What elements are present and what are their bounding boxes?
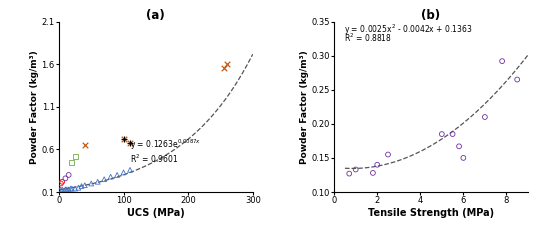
Point — [448, 132, 457, 136]
Y-axis label: Powder Factor (kg/m³): Powder Factor (kg/m³) — [30, 50, 39, 164]
Point — [455, 144, 463, 148]
Point — [77, 184, 86, 188]
Point — [64, 173, 73, 177]
Point — [126, 141, 135, 144]
Title: (a): (a) — [146, 9, 165, 22]
Point — [106, 175, 115, 179]
X-axis label: Tensile Strength (MPa): Tensile Strength (MPa) — [368, 208, 494, 218]
Point — [61, 176, 70, 180]
Point — [384, 153, 392, 156]
Point — [498, 59, 507, 63]
Text: R$^2$ = 0.8818: R$^2$ = 0.8818 — [344, 32, 392, 44]
Text: y = 0.0025x$^2$ - 0.0042x + 0.1363: y = 0.0025x$^2$ - 0.0042x + 0.1363 — [344, 23, 473, 37]
Point — [80, 183, 89, 187]
Point — [66, 187, 75, 191]
Point — [481, 115, 489, 119]
Point — [373, 163, 382, 167]
Point — [58, 187, 66, 191]
Point — [120, 137, 128, 141]
Point — [58, 180, 66, 184]
Point — [352, 168, 360, 171]
Y-axis label: Powder Factor (kg/m³): Powder Factor (kg/m³) — [300, 50, 309, 164]
Point — [513, 78, 522, 81]
Point — [345, 172, 354, 175]
Point — [80, 143, 89, 147]
Point — [120, 137, 128, 141]
Point — [459, 156, 467, 160]
Point — [74, 186, 83, 190]
Point — [87, 181, 95, 185]
Point — [57, 181, 65, 185]
Point — [369, 171, 377, 175]
Text: y = 0.1263e$^{0.0087x}$: y = 0.1263e$^{0.0087x}$ — [130, 137, 201, 152]
Point — [68, 187, 76, 191]
Point — [93, 180, 102, 184]
Point — [71, 154, 79, 158]
Text: R$^2$ = 0.9601: R$^2$ = 0.9601 — [130, 153, 178, 165]
Point — [126, 141, 135, 144]
Point — [120, 170, 128, 174]
Point — [56, 187, 64, 191]
Point — [100, 177, 108, 181]
Point — [60, 188, 69, 192]
Point — [71, 187, 79, 191]
Point — [222, 62, 231, 66]
Title: (b): (b) — [421, 9, 441, 22]
Point — [61, 187, 70, 191]
Point — [68, 160, 76, 164]
Point — [64, 187, 73, 191]
Point — [219, 66, 228, 70]
Point — [126, 168, 135, 172]
Point — [437, 132, 446, 136]
Point — [62, 187, 71, 191]
X-axis label: UCS (MPa): UCS (MPa) — [127, 208, 185, 218]
Point — [113, 173, 121, 177]
